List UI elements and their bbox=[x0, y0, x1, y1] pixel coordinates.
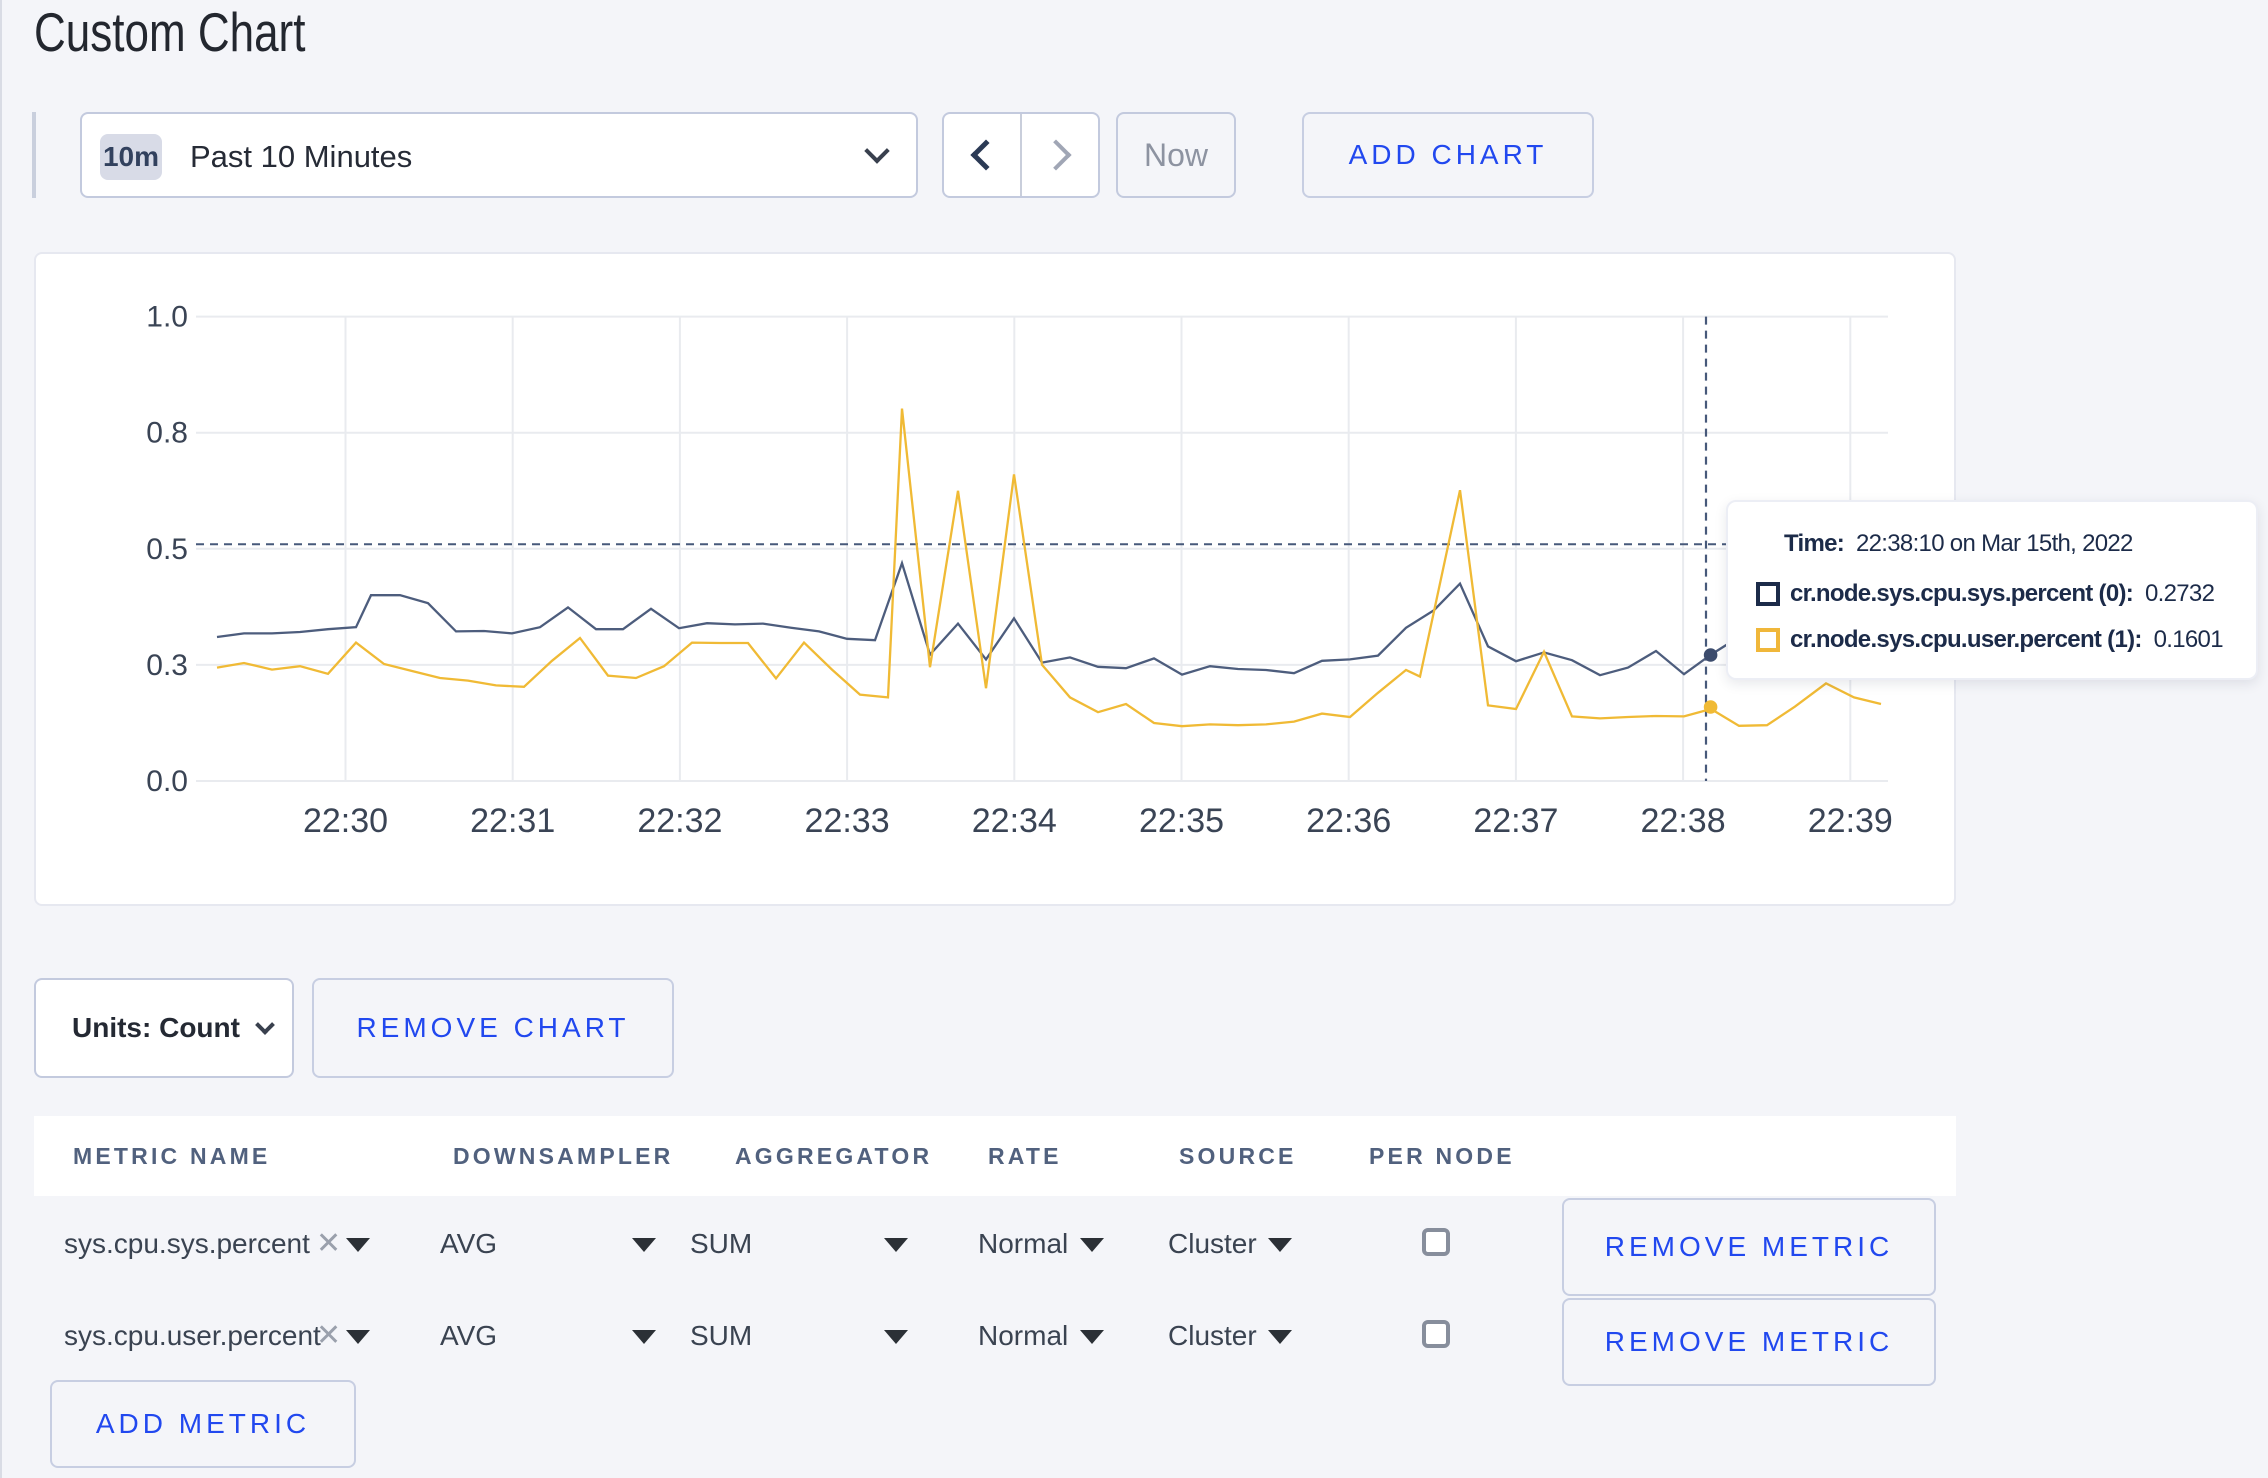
svg-text:22:36: 22:36 bbox=[1306, 802, 1391, 840]
svg-text:22:32: 22:32 bbox=[637, 802, 722, 840]
svg-text:22:35: 22:35 bbox=[1139, 802, 1224, 840]
svg-text:22:34: 22:34 bbox=[972, 802, 1057, 840]
svg-text:0.8: 0.8 bbox=[146, 417, 188, 450]
svg-text:22:39: 22:39 bbox=[1808, 802, 1893, 840]
svg-text:0.0: 0.0 bbox=[146, 765, 188, 798]
svg-text:0.5: 0.5 bbox=[146, 533, 188, 566]
svg-text:22:38: 22:38 bbox=[1641, 802, 1726, 840]
svg-text:22:31: 22:31 bbox=[470, 802, 555, 840]
svg-text:22:33: 22:33 bbox=[805, 802, 890, 840]
svg-text:22:37: 22:37 bbox=[1473, 802, 1558, 840]
svg-text:1.0: 1.0 bbox=[146, 301, 188, 334]
svg-text:22:30: 22:30 bbox=[303, 802, 388, 840]
svg-text:0.3: 0.3 bbox=[146, 649, 188, 682]
